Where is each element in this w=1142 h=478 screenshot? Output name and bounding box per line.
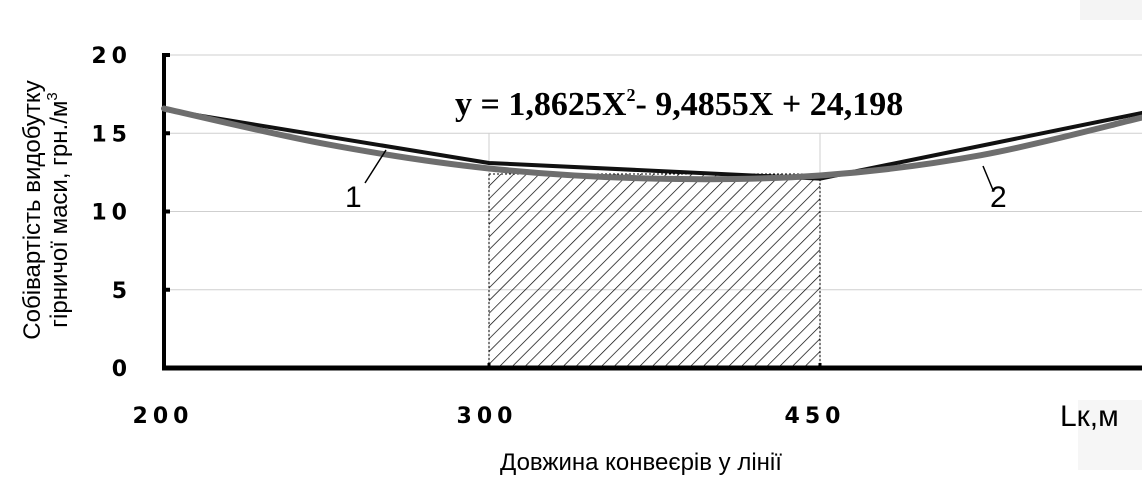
y-tick-label-15: 15 [91,122,132,147]
x-axis-title: Довжина конвеєрів у лінії [500,449,782,476]
series [161,105,1142,183]
x-tick-label-450: 450 [785,404,846,429]
curve-1-leader [364,149,387,184]
optimal-range-hatched-area [488,173,821,369]
series-line-2 [161,105,1142,183]
y-axis-title-line2-text: гірничої маси, грн./м [46,101,73,328]
equation-prefix: y = 1,8625X [455,86,627,123]
y-axis-title-line2: гірничої маси, грн./м3 [44,92,73,327]
y-tick-label-20: 20 [91,44,132,69]
corner-box [1080,0,1142,20]
unit-label-bg [1078,400,1142,470]
y-ticks: 0 5 10 15 20 [91,44,170,382]
equation-exponent: 2 [626,85,635,105]
curve-2-leader [982,165,994,191]
x-tick-label-200: 200 [133,404,194,429]
curve-1-label: 1 [345,181,362,214]
y-axis-title-line1: Собівартість видобутку [19,80,46,339]
x-unit-label: Lк,м [1060,400,1119,433]
series-line-1 [162,107,1142,181]
y-axis-title-superscript: 3 [44,92,61,100]
y-axis-title: Собівартість видобутку гірничої маси, гр… [19,80,73,339]
y-tick-label-5: 5 [112,279,132,304]
y-tick-label-10: 10 [91,201,132,226]
x-tick-label-300: 300 [457,404,518,429]
curve-2-label: 2 [990,181,1007,214]
trend-equation: y = 1,8625X2- 9,4855X + 24,198 [455,85,903,123]
x-ticks: 200 300 450 [133,363,846,429]
y-tick-label-0: 0 [112,357,132,382]
equation-suffix: - 9,4855X + 24,198 [635,86,903,123]
